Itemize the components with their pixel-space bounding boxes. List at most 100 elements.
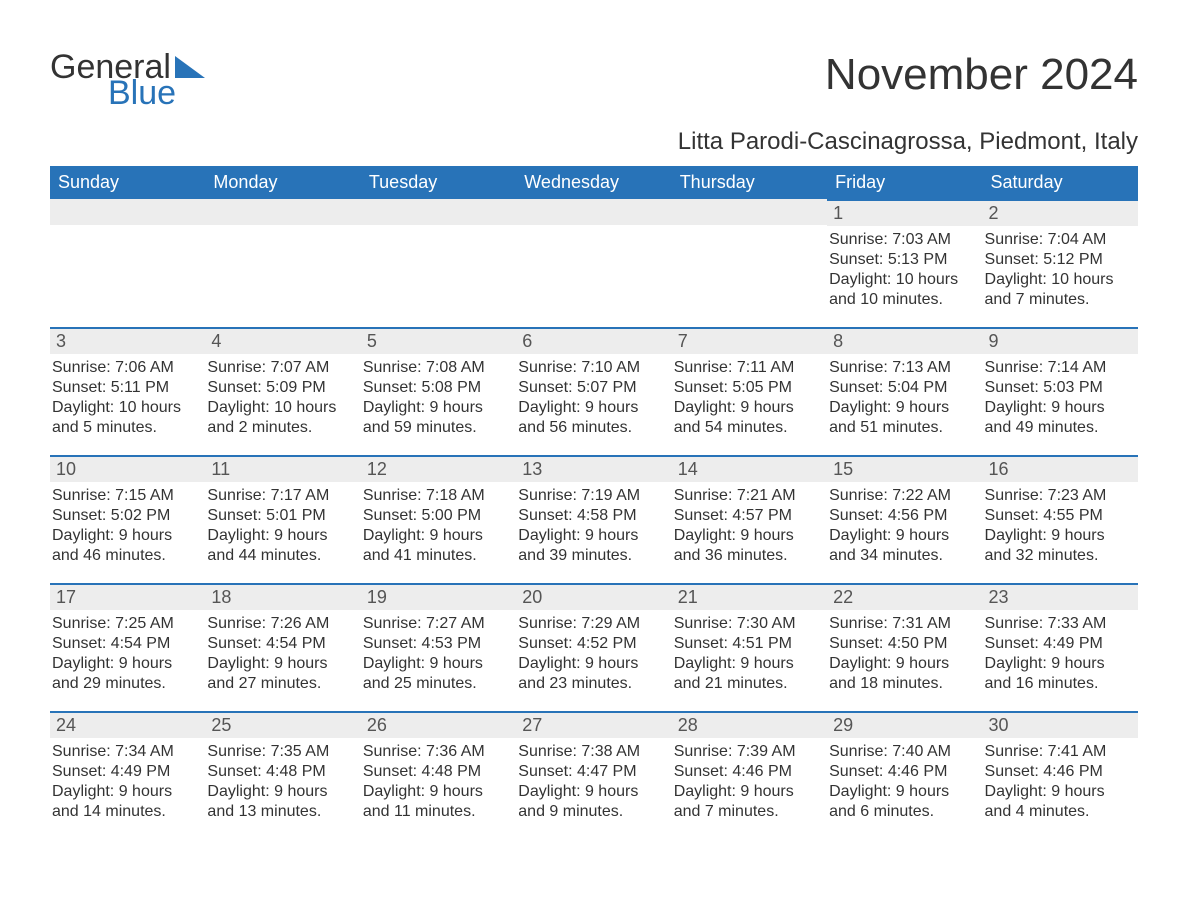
day-sunset: Sunset: 5:02 PM <box>52 506 203 526</box>
day-wrap: 15Sunrise: 7:22 AMSunset: 4:56 PMDayligh… <box>827 455 982 570</box>
calendar-day-cell: 5Sunrise: 7:08 AMSunset: 5:08 PMDaylight… <box>361 327 516 455</box>
day-sunrise: Sunrise: 7:14 AM <box>985 358 1136 378</box>
day-details: Sunrise: 7:27 AMSunset: 4:53 PMDaylight:… <box>361 610 516 698</box>
calendar-day-cell: 8Sunrise: 7:13 AMSunset: 5:04 PMDaylight… <box>827 327 982 455</box>
day-sunrise: Sunrise: 7:13 AM <box>829 358 980 378</box>
day-wrap: 2Sunrise: 7:04 AMSunset: 5:12 PMDaylight… <box>983 199 1138 314</box>
day-day1: Daylight: 9 hours <box>518 398 669 418</box>
day-details: Sunrise: 7:26 AMSunset: 4:54 PMDaylight:… <box>205 610 360 698</box>
day-sunrise: Sunrise: 7:27 AM <box>363 614 514 634</box>
day-sunset: Sunset: 4:48 PM <box>363 762 514 782</box>
day-number: 7 <box>672 329 827 354</box>
day-wrap: 24Sunrise: 7:34 AMSunset: 4:49 PMDayligh… <box>50 711 205 826</box>
day-wrap: 12Sunrise: 7:18 AMSunset: 5:00 PMDayligh… <box>361 455 516 570</box>
day-details: Sunrise: 7:35 AMSunset: 4:48 PMDaylight:… <box>205 738 360 826</box>
day-number: 22 <box>827 585 982 610</box>
day-sunrise: Sunrise: 7:23 AM <box>985 486 1136 506</box>
day-number: 15 <box>827 457 982 482</box>
empty-day-stripe <box>516 199 671 225</box>
day-wrap: 7Sunrise: 7:11 AMSunset: 5:05 PMDaylight… <box>672 327 827 442</box>
day-wrap: 30Sunrise: 7:41 AMSunset: 4:46 PMDayligh… <box>983 711 1138 826</box>
page-title: November 2024 <box>825 50 1138 100</box>
day-details: Sunrise: 7:11 AMSunset: 5:05 PMDaylight:… <box>672 354 827 442</box>
day-wrap: 5Sunrise: 7:08 AMSunset: 5:08 PMDaylight… <box>361 327 516 442</box>
day-wrap: 6Sunrise: 7:10 AMSunset: 5:07 PMDaylight… <box>516 327 671 442</box>
day-number: 13 <box>516 457 671 482</box>
day-details: Sunrise: 7:15 AMSunset: 5:02 PMDaylight:… <box>50 482 205 570</box>
day-day2: and 49 minutes. <box>985 418 1136 438</box>
day-sunset: Sunset: 4:46 PM <box>829 762 980 782</box>
day-wrap: 28Sunrise: 7:39 AMSunset: 4:46 PMDayligh… <box>672 711 827 826</box>
day-day1: Daylight: 9 hours <box>518 526 669 546</box>
calendar-table: Sunday Monday Tuesday Wednesday Thursday… <box>50 166 1138 839</box>
day-number: 23 <box>983 585 1138 610</box>
day-details: Sunrise: 7:03 AMSunset: 5:13 PMDaylight:… <box>827 226 982 314</box>
calendar-week-row: 10Sunrise: 7:15 AMSunset: 5:02 PMDayligh… <box>50 455 1138 583</box>
day-day2: and 44 minutes. <box>207 546 358 566</box>
calendar-day-cell: 13Sunrise: 7:19 AMSunset: 4:58 PMDayligh… <box>516 455 671 583</box>
day-day1: Daylight: 10 hours <box>985 270 1136 290</box>
calendar-day-cell: 17Sunrise: 7:25 AMSunset: 4:54 PMDayligh… <box>50 583 205 711</box>
day-sunrise: Sunrise: 7:38 AM <box>518 742 669 762</box>
day-details: Sunrise: 7:23 AMSunset: 4:55 PMDaylight:… <box>983 482 1138 570</box>
day-day2: and 7 minutes. <box>674 802 825 822</box>
day-day1: Daylight: 9 hours <box>985 654 1136 674</box>
day-details: Sunrise: 7:21 AMSunset: 4:57 PMDaylight:… <box>672 482 827 570</box>
day-number: 9 <box>983 329 1138 354</box>
day-sunset: Sunset: 4:56 PM <box>829 506 980 526</box>
calendar-day-cell <box>50 199 205 327</box>
empty-day-stripe <box>205 199 360 225</box>
day-wrap: 27Sunrise: 7:38 AMSunset: 4:47 PMDayligh… <box>516 711 671 826</box>
day-sunrise: Sunrise: 7:25 AM <box>52 614 203 634</box>
day-sunset: Sunset: 4:48 PM <box>207 762 358 782</box>
day-day2: and 7 minutes. <box>985 290 1136 310</box>
day-day1: Daylight: 9 hours <box>829 654 980 674</box>
calendar-day-cell: 18Sunrise: 7:26 AMSunset: 4:54 PMDayligh… <box>205 583 360 711</box>
day-day1: Daylight: 9 hours <box>674 526 825 546</box>
day-day1: Daylight: 10 hours <box>52 398 203 418</box>
calendar-day-cell: 2Sunrise: 7:04 AMSunset: 5:12 PMDaylight… <box>983 199 1138 327</box>
day-day2: and 11 minutes. <box>363 802 514 822</box>
day-details: Sunrise: 7:33 AMSunset: 4:49 PMDaylight:… <box>983 610 1138 698</box>
day-number: 5 <box>361 329 516 354</box>
calendar-day-cell: 9Sunrise: 7:14 AMSunset: 5:03 PMDaylight… <box>983 327 1138 455</box>
day-sunrise: Sunrise: 7:40 AM <box>829 742 980 762</box>
day-sunrise: Sunrise: 7:39 AM <box>674 742 825 762</box>
calendar-week-row: 3Sunrise: 7:06 AMSunset: 5:11 PMDaylight… <box>50 327 1138 455</box>
location-subtitle: Litta Parodi-Cascinagrossa, Piedmont, It… <box>50 128 1138 156</box>
calendar-day-cell: 6Sunrise: 7:10 AMSunset: 5:07 PMDaylight… <box>516 327 671 455</box>
weekday-header: Tuesday <box>361 166 516 199</box>
day-number: 14 <box>672 457 827 482</box>
day-day2: and 41 minutes. <box>363 546 514 566</box>
day-wrap: 14Sunrise: 7:21 AMSunset: 4:57 PMDayligh… <box>672 455 827 570</box>
calendar-day-cell: 24Sunrise: 7:34 AMSunset: 4:49 PMDayligh… <box>50 711 205 839</box>
calendar-day-cell: 15Sunrise: 7:22 AMSunset: 4:56 PMDayligh… <box>827 455 982 583</box>
day-day2: and 2 minutes. <box>207 418 358 438</box>
day-sunset: Sunset: 5:13 PM <box>829 250 980 270</box>
day-details: Sunrise: 7:14 AMSunset: 5:03 PMDaylight:… <box>983 354 1138 442</box>
weekday-header: Thursday <box>672 166 827 199</box>
day-day2: and 46 minutes. <box>52 546 203 566</box>
logo: General Blue <box>50 50 205 110</box>
day-sunset: Sunset: 4:52 PM <box>518 634 669 654</box>
day-day2: and 51 minutes. <box>829 418 980 438</box>
day-details: Sunrise: 7:10 AMSunset: 5:07 PMDaylight:… <box>516 354 671 442</box>
day-wrap: 4Sunrise: 7:07 AMSunset: 5:09 PMDaylight… <box>205 327 360 442</box>
day-sunrise: Sunrise: 7:10 AM <box>518 358 669 378</box>
day-sunset: Sunset: 5:01 PM <box>207 506 358 526</box>
day-day2: and 39 minutes. <box>518 546 669 566</box>
day-number: 18 <box>205 585 360 610</box>
empty-day-stripe <box>672 199 827 225</box>
day-wrap: 10Sunrise: 7:15 AMSunset: 5:02 PMDayligh… <box>50 455 205 570</box>
calendar-day-cell: 26Sunrise: 7:36 AMSunset: 4:48 PMDayligh… <box>361 711 516 839</box>
day-day1: Daylight: 9 hours <box>829 398 980 418</box>
day-number: 11 <box>205 457 360 482</box>
day-day1: Daylight: 9 hours <box>207 654 358 674</box>
weekday-header: Sunday <box>50 166 205 199</box>
day-sunset: Sunset: 4:55 PM <box>985 506 1136 526</box>
day-day1: Daylight: 9 hours <box>363 526 514 546</box>
day-number: 10 <box>50 457 205 482</box>
day-wrap: 20Sunrise: 7:29 AMSunset: 4:52 PMDayligh… <box>516 583 671 698</box>
day-sunset: Sunset: 4:54 PM <box>52 634 203 654</box>
day-wrap: 13Sunrise: 7:19 AMSunset: 4:58 PMDayligh… <box>516 455 671 570</box>
